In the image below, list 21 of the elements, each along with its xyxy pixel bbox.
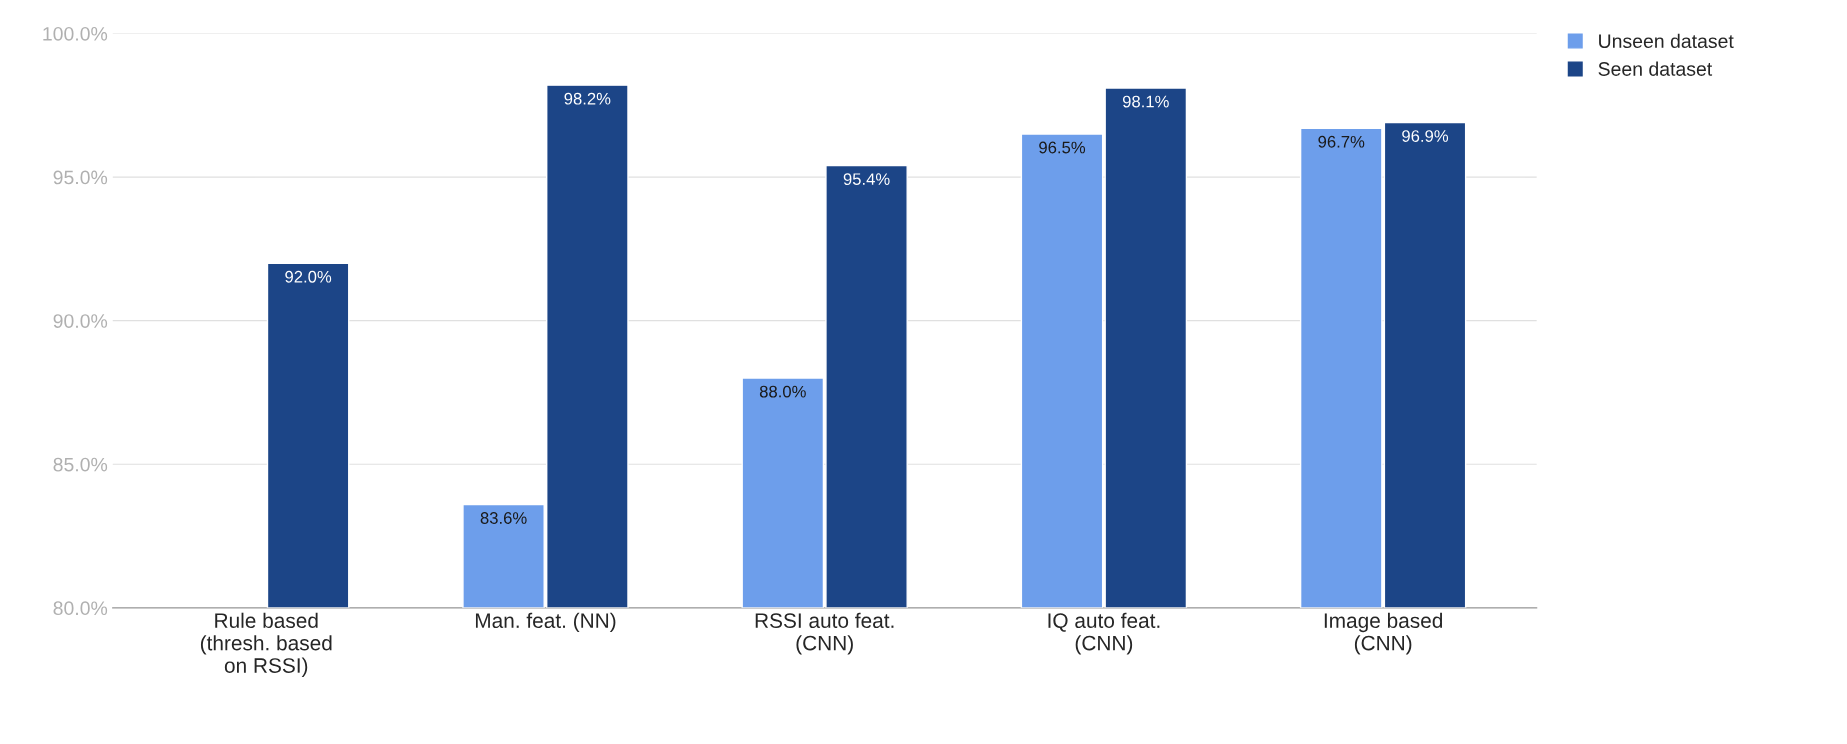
data-label: 95.4% [843,173,890,186]
y-tick-label: 100.0% [43,26,108,41]
data-label: 98.2% [564,92,611,105]
y-tick-label: 85.0% [53,457,108,472]
x-tick-label: IQ auto feat. (CNN) [1048,612,1160,655]
data-label: 98.1% [1122,95,1169,108]
data-label: 96.5% [1039,141,1086,154]
data-label: 88.0% [759,385,806,398]
data-label: 83.6% [480,512,527,524]
x-tick-label: Image based (CNN) [1324,612,1443,655]
data-label: 92.0% [285,270,332,283]
data-label: 96.9% [1402,130,1449,142]
x-tick-label: RSSI auto feat. (CNN) [755,612,894,655]
y-tick-label: 90.0% [53,314,108,328]
legend-label: Seen dataset [1598,61,1713,76]
y-tick-label: 95.0% [53,170,108,185]
data-label: 96.7% [1318,135,1365,148]
x-tick-label: Man. feat. (NN) [475,612,616,633]
legend-label: Unseen dataset [1599,33,1734,49]
y-tick-label: 80.0% [53,601,108,616]
x-tick-label: Rule based (thresh. based on RSSI) [200,612,332,677]
